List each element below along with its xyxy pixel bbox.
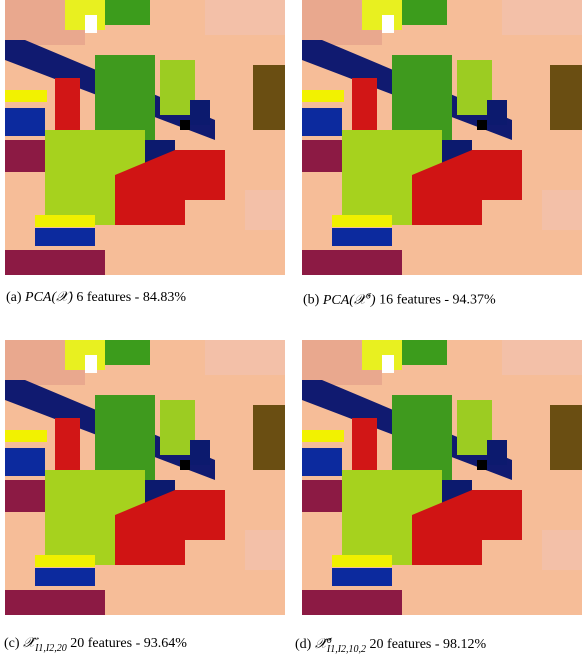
classification-map xyxy=(302,340,582,615)
caption-text: 20 features - 93.64% xyxy=(70,636,187,651)
label: (a) xyxy=(6,290,22,305)
caption-text: 20 features - 98.12% xyxy=(370,637,487,652)
m: PCA(𝒳σ) xyxy=(323,293,376,308)
math-base: 𝒳̂ xyxy=(23,636,35,651)
figure-a xyxy=(5,0,295,275)
figure-d xyxy=(302,340,584,615)
math-base: 𝒳̂ xyxy=(315,637,327,652)
classification-map xyxy=(5,0,285,275)
caption: (c) 𝒳̂I1,I2,20 20 features - 93.64% xyxy=(4,636,187,654)
label: (b) xyxy=(303,293,319,308)
math-tail: ) xyxy=(371,293,376,308)
math-sub: I1,I2,20 xyxy=(35,643,67,654)
math-base: PCA(𝒳 xyxy=(323,293,366,308)
label: (d) xyxy=(295,637,311,652)
math-base: PCA(𝒳) xyxy=(25,290,73,305)
m: 𝒳̂I1,I2,20 xyxy=(23,636,67,651)
label: (c) xyxy=(4,636,20,651)
figure-c xyxy=(5,340,295,615)
figure-b xyxy=(302,0,584,275)
caption-text: 6 features - 84.83% xyxy=(76,290,186,305)
math-sub: I1,I2,10,2 xyxy=(327,645,366,654)
classification-map xyxy=(5,340,285,615)
caption: (a) PCA(𝒳) 6 features - 84.83% xyxy=(6,290,186,306)
caption: (b) PCA(𝒳σ) 16 features - 94.37% xyxy=(303,290,496,309)
classification-map xyxy=(302,0,582,275)
caption-text: 16 features - 94.37% xyxy=(379,293,496,308)
m: PCA(𝒳) xyxy=(25,290,73,305)
page: {"figures": [ {"label": "(a)", "math": {… xyxy=(0,0,584,663)
